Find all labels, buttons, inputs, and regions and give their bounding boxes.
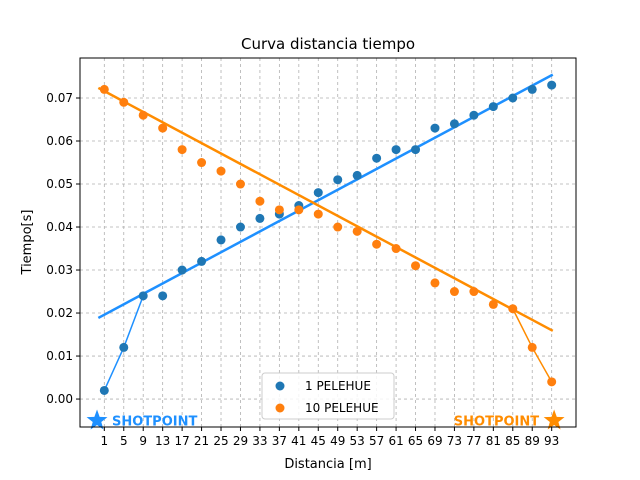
y-tick-label: 0.04 bbox=[46, 220, 73, 234]
x-tick-label: 53 bbox=[350, 434, 365, 448]
data-point-series-1 bbox=[255, 213, 265, 223]
data-point-series-1 bbox=[313, 188, 323, 198]
data-point-series-2 bbox=[197, 158, 207, 168]
legend-box bbox=[261, 372, 395, 420]
data-point-series-1 bbox=[158, 291, 168, 301]
x-tick-label: 21 bbox=[194, 434, 209, 448]
x-tick-label: 5 bbox=[120, 434, 128, 448]
data-points bbox=[99, 80, 557, 395]
data-point-series-2 bbox=[508, 304, 518, 314]
x-axis-label: Distancia [m] bbox=[284, 457, 371, 472]
legend-marker bbox=[275, 403, 285, 413]
x-tick-label: 81 bbox=[486, 434, 501, 448]
shotpoint-label: SHOTPOINT bbox=[454, 415, 539, 430]
data-point-series-1 bbox=[488, 102, 498, 112]
data-point-series-1 bbox=[411, 145, 421, 155]
data-point-series-2 bbox=[469, 287, 479, 297]
data-point-series-2 bbox=[99, 84, 109, 94]
legend-marker bbox=[275, 381, 285, 391]
x-tick-label: 77 bbox=[466, 434, 481, 448]
x-tick-label: 85 bbox=[505, 434, 520, 448]
data-point-series-1 bbox=[197, 256, 207, 266]
data-point-series-2 bbox=[411, 261, 421, 271]
data-point-series-2 bbox=[313, 209, 323, 219]
data-point-series-2 bbox=[527, 342, 537, 352]
x-tick-label: 33 bbox=[252, 434, 267, 448]
data-point-series-2 bbox=[547, 377, 557, 387]
data-point-series-2 bbox=[235, 179, 245, 189]
y-tick-label: 0.02 bbox=[46, 306, 73, 320]
data-point-series-1 bbox=[177, 265, 187, 275]
data-point-series-2 bbox=[488, 299, 498, 309]
data-point-series-1 bbox=[352, 170, 362, 180]
x-tick-label: 61 bbox=[388, 434, 403, 448]
data-point-series-2 bbox=[294, 205, 304, 215]
x-tick-label: 93 bbox=[544, 434, 559, 448]
shotpoint-label: SHOTPOINT bbox=[112, 415, 197, 430]
x-tick-label: 13 bbox=[155, 434, 170, 448]
data-point-series-1 bbox=[99, 385, 109, 395]
x-tick-label: 69 bbox=[427, 434, 442, 448]
data-point-series-2 bbox=[391, 244, 401, 254]
x-tick-label: 57 bbox=[369, 434, 384, 448]
shotpoint-star-icon bbox=[543, 409, 565, 430]
data-point-series-1 bbox=[216, 235, 226, 245]
x-tick-label: 45 bbox=[311, 434, 326, 448]
data-point-series-2 bbox=[158, 123, 168, 133]
grid bbox=[80, 58, 576, 427]
data-point-series-2 bbox=[333, 222, 343, 232]
data-point-series-1 bbox=[547, 80, 557, 90]
y-axis-label: Tiempo[s] bbox=[20, 210, 35, 276]
x-tick-label: 89 bbox=[525, 434, 540, 448]
y-axis-ticks: 0.00 0.01 0.02 0.03 0.04 0.05 0.06 0.07 bbox=[46, 91, 80, 406]
legend: 1 PELEHUE 10 PELEHUE bbox=[261, 372, 395, 420]
y-tick-label: 0.01 bbox=[46, 349, 73, 363]
x-tick-label: 25 bbox=[213, 434, 228, 448]
data-point-series-2 bbox=[274, 205, 284, 215]
y-tick-label: 0.05 bbox=[46, 177, 73, 191]
x-tick-label: 37 bbox=[272, 434, 287, 448]
data-point-series-1 bbox=[508, 93, 518, 103]
data-point-series-1 bbox=[391, 145, 401, 155]
data-point-series-2 bbox=[372, 239, 382, 249]
legend-label: 1 PELEHUE bbox=[305, 379, 371, 393]
y-tick-label: 0.06 bbox=[46, 134, 73, 148]
shotpoints: SHOTPOINT SHOTPOINT bbox=[86, 409, 565, 430]
x-axis-ticks: 1 5 9 13 17 21 25 29 33 37 41 45 49 53 57 61 65 69 73 77 81 8… bbox=[100, 427, 559, 448]
x-tick-label: 49 bbox=[330, 434, 345, 448]
legend-label: 10 PELEHUE bbox=[305, 401, 379, 415]
data-point-series-1 bbox=[449, 119, 459, 129]
x-tick-label: 17 bbox=[174, 434, 189, 448]
data-point-series-2 bbox=[216, 166, 226, 176]
data-point-series-2 bbox=[352, 226, 362, 236]
data-point-series-1 bbox=[333, 175, 343, 185]
data-point-series-1 bbox=[527, 84, 537, 94]
data-point-series-1 bbox=[138, 291, 148, 301]
data-point-series-2 bbox=[255, 196, 265, 206]
x-tick-label: 41 bbox=[291, 434, 306, 448]
data-point-series-2 bbox=[138, 110, 148, 120]
chart-title: Curva distancia tiempo bbox=[241, 35, 415, 53]
shotpoint-star-icon bbox=[86, 409, 108, 430]
x-tick-label: 1 bbox=[100, 434, 108, 448]
data-point-series-2 bbox=[119, 97, 129, 107]
x-tick-label: 73 bbox=[447, 434, 462, 448]
plot-area-frame bbox=[79, 57, 577, 428]
data-point-series-2 bbox=[449, 287, 459, 297]
y-tick-label: 0.03 bbox=[46, 263, 73, 277]
data-point-series-2 bbox=[430, 278, 440, 288]
data-point-series-1 bbox=[430, 123, 440, 133]
y-tick-label: 0.07 bbox=[46, 91, 73, 105]
data-point-series-1 bbox=[372, 153, 382, 163]
x-tick-label: 65 bbox=[408, 434, 423, 448]
y-tick-label: 0.00 bbox=[46, 392, 73, 406]
data-point-series-2 bbox=[177, 145, 187, 155]
data-point-series-1 bbox=[235, 222, 245, 232]
x-tick-label: 29 bbox=[233, 434, 248, 448]
data-point-series-1 bbox=[119, 342, 129, 352]
x-tick-label: 9 bbox=[139, 434, 147, 448]
data-point-series-1 bbox=[469, 110, 479, 120]
